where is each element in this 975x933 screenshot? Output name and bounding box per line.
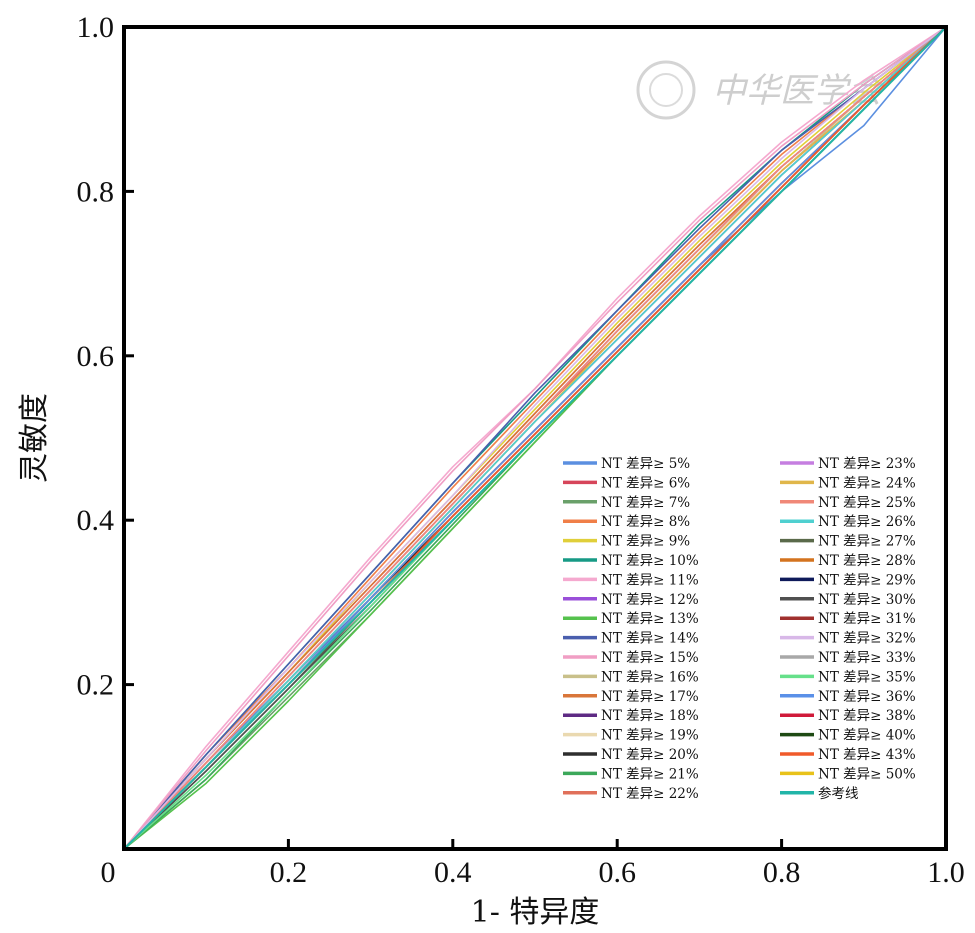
x-tick-label-3: 0.6 [598, 856, 636, 889]
legend-label-3: NT 差异≥ 8% [601, 514, 690, 530]
legend-label-11: NT 差异≥ 16% [601, 669, 699, 685]
legend-label-16: NT 差异≥ 21% [601, 766, 699, 782]
series-line-35 [123, 26, 947, 850]
legend-label-15: NT 差异≥ 20% [601, 747, 699, 763]
legend-label-2: NT 差异≥ 7% [601, 495, 690, 511]
legend-label-13: NT 差异≥ 18% [601, 708, 699, 724]
legend-label-32: NT 差异≥ 40% [818, 728, 916, 744]
legend-label-31: NT 差异≥ 38% [818, 708, 916, 724]
legend-label-23: NT 差异≥ 28% [818, 553, 916, 569]
series-line-3 [123, 26, 947, 850]
legend-label-12: NT 差异≥ 17% [601, 689, 699, 705]
legend-label-34: NT 差异≥ 50% [818, 766, 916, 782]
legend-label-25: NT 差异≥ 30% [818, 592, 916, 608]
legend-label-18: NT 差异≥ 23% [818, 456, 916, 472]
legend-label-26: NT 差异≥ 31% [818, 611, 916, 627]
legend-label-21: NT 差异≥ 26% [818, 514, 916, 530]
legend-label-35: 参考线 [818, 785, 859, 802]
legend-label-22: NT 差异≥ 27% [818, 534, 916, 550]
legend-label-28: NT 差异≥ 33% [818, 650, 916, 666]
series-line-21 [123, 26, 947, 850]
y-tick-label-2: 0.6 [77, 340, 115, 373]
x-tick-label-0: 0 [101, 856, 116, 889]
legend-label-14: NT 差异≥ 19% [601, 728, 699, 744]
series-layer [123, 26, 947, 850]
legend-label-19: NT 差异≥ 24% [818, 475, 916, 491]
watermark-text: 中华医学会 [712, 71, 886, 111]
legend-label-5: NT 差异≥ 10% [601, 553, 699, 569]
legend-label-1: NT 差异≥ 6% [601, 475, 690, 491]
legend: NT 差异≥ 5% NT 差异≥ 6% NT 差异≥ 7% NT 差异≥ 8% NT 差… [563, 456, 916, 802]
y-tick-label-4: 1.0 [77, 11, 115, 44]
watermark-seal-icon [636, 60, 696, 120]
watermark: 中华医学会 [636, 60, 886, 120]
legend-label-0: NT 差异≥ 5% [601, 456, 690, 472]
series-line-20 [123, 26, 947, 850]
legend-label-24: NT 差异≥ 29% [818, 572, 916, 588]
x-tick-label-4: 0.8 [763, 856, 801, 889]
legend-label-7: NT 差异≥ 12% [601, 592, 699, 608]
series-line-10 [123, 26, 947, 850]
legend-label-6: NT 差异≥ 11% [601, 572, 699, 588]
legend-label-33: NT 差异≥ 43% [818, 747, 916, 763]
series-line-27 [123, 26, 947, 850]
x-tick-label-1: 0.2 [270, 856, 308, 889]
legend-label-17: NT 差异≥ 22% [601, 786, 699, 802]
x-tick-label-5: 1.0 [927, 856, 965, 889]
y-tick-label-0: 0.2 [77, 669, 115, 702]
x-axis-title: 1- 特异度 [471, 895, 600, 930]
series-line-9 [123, 26, 947, 850]
legend-label-29: NT 差异≥ 35% [818, 669, 916, 685]
legend-label-9: NT 差异≥ 14% [601, 631, 699, 647]
plot-frame [122, 25, 948, 851]
legend-label-10: NT 差异≥ 15% [601, 650, 699, 666]
legend-label-8: NT 差异≥ 13% [601, 611, 699, 627]
axis-ticks: 0 0.2 0.4 0.6 0.8 1.0 0.2 0.4 0.6 0.8 1.0 [77, 11, 965, 889]
legend-label-30: NT 差异≥ 36% [818, 689, 916, 705]
legend-label-20: NT 差异≥ 25% [818, 495, 916, 511]
y-tick-label-3: 0.8 [77, 175, 115, 208]
y-axis-title: 灵敏度 [17, 393, 52, 483]
y-tick-label-1: 0.4 [77, 504, 115, 537]
legend-label-4: NT 差异≥ 9% [601, 534, 690, 550]
watermark-seal-inner [649, 73, 683, 107]
legend-label-27: NT 差异≥ 32% [818, 631, 916, 647]
x-tick-label-2: 0.4 [434, 856, 472, 889]
